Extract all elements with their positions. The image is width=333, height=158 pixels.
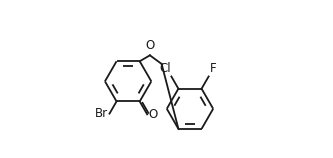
Text: Cl: Cl xyxy=(159,62,170,75)
Text: O: O xyxy=(145,39,155,52)
Text: F: F xyxy=(209,62,216,75)
Text: Br: Br xyxy=(95,107,108,120)
Text: O: O xyxy=(149,108,158,121)
